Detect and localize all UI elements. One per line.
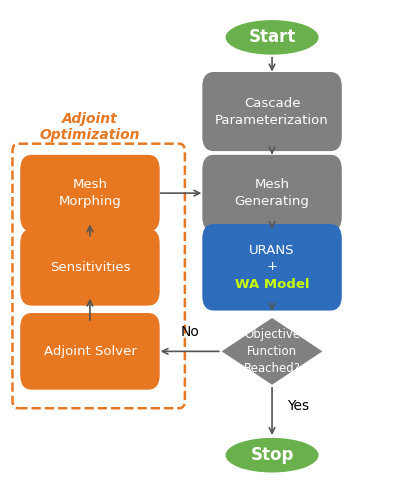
Text: Adjoint Solver: Adjoint Solver <box>44 345 136 358</box>
Text: URANS: URANS <box>249 244 295 257</box>
Text: WA Model: WA Model <box>235 278 309 290</box>
FancyBboxPatch shape <box>20 155 160 232</box>
Text: Stop: Stop <box>250 446 294 464</box>
Ellipse shape <box>226 20 319 54</box>
Text: Mesh
Morphing: Mesh Morphing <box>59 178 121 208</box>
Text: Sensitivities: Sensitivities <box>50 261 130 274</box>
Text: Mesh
Generating: Mesh Generating <box>235 178 310 208</box>
FancyBboxPatch shape <box>202 224 342 310</box>
Text: No: No <box>180 325 199 339</box>
Text: +: + <box>266 260 277 273</box>
Text: Start: Start <box>248 28 296 46</box>
Ellipse shape <box>226 438 319 472</box>
Polygon shape <box>222 318 322 384</box>
Text: Yes: Yes <box>288 400 310 413</box>
FancyBboxPatch shape <box>202 72 342 151</box>
Text: Objective
Function
Reached?: Objective Function Reached? <box>244 328 301 375</box>
Text: Adjoint
Optimization: Adjoint Optimization <box>40 112 140 142</box>
FancyBboxPatch shape <box>20 313 160 390</box>
FancyBboxPatch shape <box>20 229 160 306</box>
FancyBboxPatch shape <box>202 155 342 232</box>
Text: Cascade
Parameterization: Cascade Parameterization <box>215 96 329 126</box>
